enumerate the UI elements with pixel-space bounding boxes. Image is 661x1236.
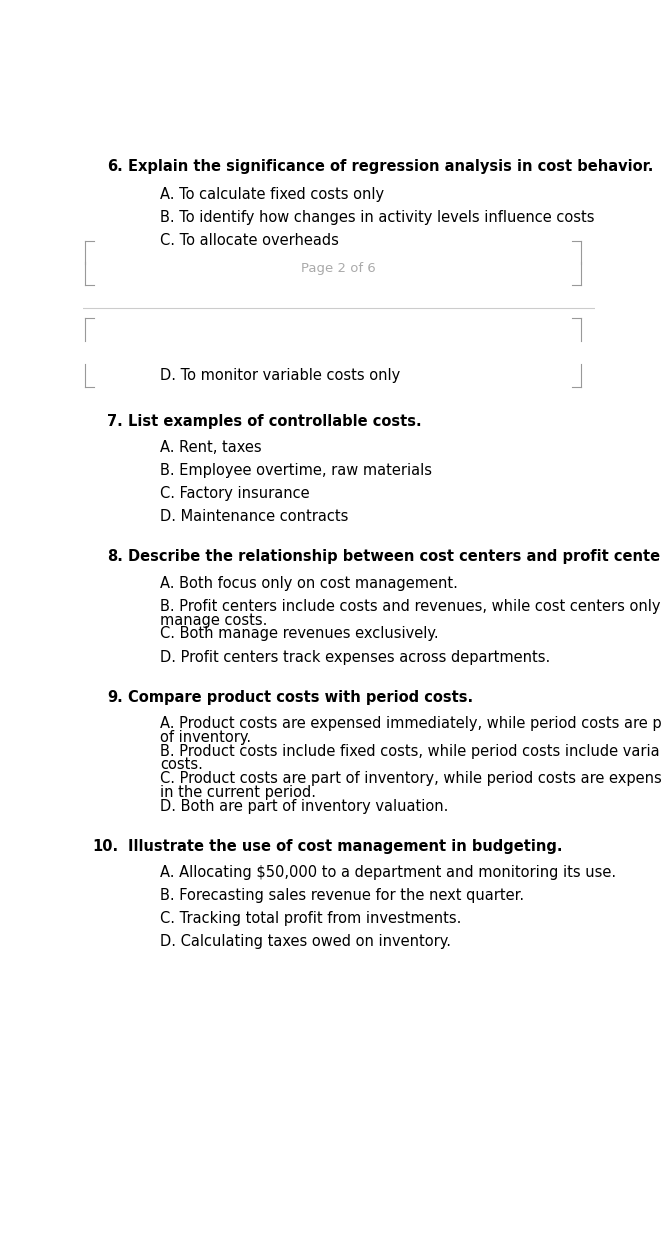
Text: costs.: costs.	[161, 758, 204, 772]
Text: in the current period.: in the current period.	[161, 785, 317, 800]
Text: C. Factory insurance: C. Factory insurance	[161, 486, 310, 502]
Text: Compare product costs with period costs.: Compare product costs with period costs.	[128, 690, 473, 705]
Text: A. Rent, taxes: A. Rent, taxes	[161, 440, 262, 455]
Text: of inventory.: of inventory.	[161, 729, 252, 744]
Text: B. Product costs include fixed costs, while period costs include variable: B. Product costs include fixed costs, wh…	[161, 744, 661, 759]
Text: D. To monitor variable costs only: D. To monitor variable costs only	[161, 368, 401, 383]
Text: C. Product costs are part of inventory, while period costs are expensed: C. Product costs are part of inventory, …	[161, 771, 661, 786]
Text: B. Employee overtime, raw materials: B. Employee overtime, raw materials	[161, 464, 432, 478]
Text: D. Calculating taxes owed on inventory.: D. Calculating taxes owed on inventory.	[161, 934, 451, 949]
Text: 10.: 10.	[92, 839, 118, 854]
Text: Page 2 of 6: Page 2 of 6	[301, 262, 376, 276]
Text: 9.: 9.	[107, 690, 123, 705]
Text: 6.: 6.	[107, 159, 123, 174]
Text: A. Product costs are expensed immediately, while period costs are part: A. Product costs are expensed immediatel…	[161, 716, 661, 730]
Text: 7.: 7.	[107, 414, 123, 429]
Text: C. Both manage revenues exclusively.: C. Both manage revenues exclusively.	[161, 627, 439, 641]
Text: 8.: 8.	[107, 550, 123, 565]
Text: C. Tracking total profit from investments.: C. Tracking total profit from investment…	[161, 911, 462, 927]
Text: manage costs.: manage costs.	[161, 613, 268, 628]
Text: B. To identify how changes in activity levels influence costs: B. To identify how changes in activity l…	[161, 210, 595, 225]
Text: B. Profit centers include costs and revenues, while cost centers only: B. Profit centers include costs and reve…	[161, 598, 661, 614]
Text: D. Profit centers track expenses across departments.: D. Profit centers track expenses across …	[161, 650, 551, 665]
Text: A. Both focus only on cost management.: A. Both focus only on cost management.	[161, 576, 458, 591]
Text: List examples of controllable costs.: List examples of controllable costs.	[128, 414, 421, 429]
Text: Describe the relationship between cost centers and profit centers.: Describe the relationship between cost c…	[128, 550, 661, 565]
Text: Illustrate the use of cost management in budgeting.: Illustrate the use of cost management in…	[128, 839, 563, 854]
Text: D. Maintenance contracts: D. Maintenance contracts	[161, 509, 349, 524]
Text: A. Allocating $50,000 to a department and monitoring its use.: A. Allocating $50,000 to a department an…	[161, 865, 617, 880]
Text: B. Forecasting sales revenue for the next quarter.: B. Forecasting sales revenue for the nex…	[161, 889, 525, 904]
Text: A. To calculate fixed costs only: A. To calculate fixed costs only	[161, 187, 385, 201]
Text: Explain the significance of regression analysis in cost behavior.: Explain the significance of regression a…	[128, 159, 653, 174]
Text: C. To allocate overheads: C. To allocate overheads	[161, 234, 339, 248]
Text: D. Both are part of inventory valuation.: D. Both are part of inventory valuation.	[161, 798, 449, 815]
